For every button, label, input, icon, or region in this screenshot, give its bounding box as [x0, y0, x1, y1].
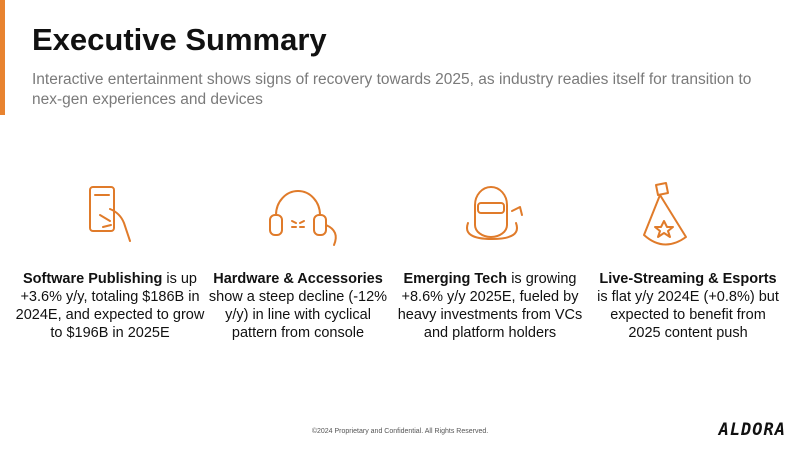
logo: ALDORA	[718, 420, 786, 440]
column-text: is growing +8.6% y/y 2025E, fueled by he…	[397, 271, 583, 341]
copyright: ©2024 Proprietary and Confidential. All …	[311, 428, 489, 435]
column: Emerging Tech is growing +8.6% y/y 2025E…	[395, 270, 585, 342]
column-lead: Live-Streaming & Esports	[599, 271, 777, 287]
column-lead: Emerging Tech	[403, 271, 508, 287]
headphones-icon	[269, 190, 337, 246]
subtitle: Interactive entertainment shows signs of…	[32, 71, 752, 108]
vr-headset-icon	[466, 186, 523, 240]
column-text: show a steep decline (-12% y/y) in line …	[208, 289, 388, 341]
column-text: is up +3.6% y/y, totaling $186B in 2024E…	[15, 271, 205, 341]
title: Executive Summary	[32, 22, 327, 57]
column-lead: Software Publishing	[22, 271, 163, 287]
accent-bar	[0, 0, 5, 115]
spotlight-icon	[643, 182, 687, 246]
phone-icon	[89, 186, 131, 242]
column: Software Publishing is up +3.6% y/y, tot…	[15, 270, 205, 342]
column: Live-Streaming & Esports is flat y/y 202…	[593, 270, 783, 342]
column-text: is flat y/y 2024E (+0.8%) but expected t…	[597, 289, 779, 341]
column-lead: Hardware & Accessories	[213, 271, 383, 287]
column: Hardware & Accessories show a steep decl…	[203, 270, 393, 342]
icons	[89, 182, 687, 246]
